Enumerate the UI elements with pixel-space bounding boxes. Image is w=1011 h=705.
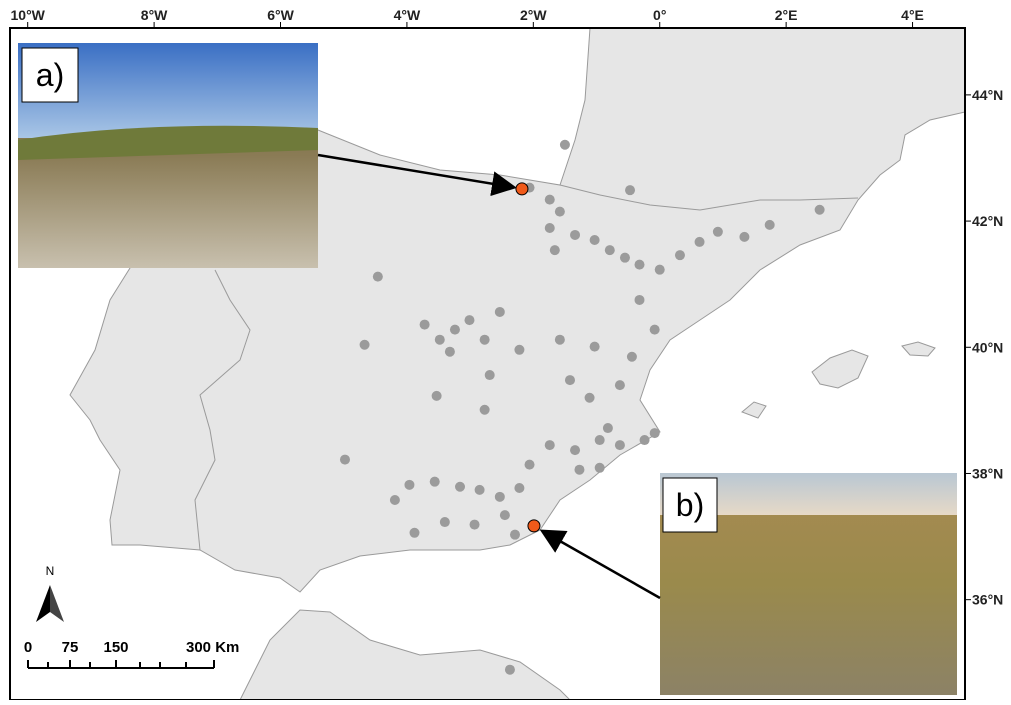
y-tick-label: 40°N xyxy=(972,339,1003,355)
occurrence-point xyxy=(603,423,613,433)
occurrence-point xyxy=(495,492,505,502)
occurrence-point xyxy=(340,455,350,465)
occurrence-point xyxy=(570,230,580,240)
occurrence-point xyxy=(514,483,524,493)
occurrence-point xyxy=(495,307,505,317)
scale-ticks xyxy=(28,660,214,668)
occurrence-point xyxy=(627,352,637,362)
land xyxy=(240,610,570,700)
occurrence-point xyxy=(595,435,605,445)
occurrence-point xyxy=(585,393,595,403)
occurrence-point xyxy=(545,195,555,205)
x-tick-label: 2°W xyxy=(520,7,547,23)
y-tick-label: 42°N xyxy=(972,213,1003,229)
x-tick-label: 2°E xyxy=(775,7,798,23)
occurrence-point xyxy=(815,205,825,215)
occurrence-point xyxy=(445,347,455,357)
occurrence-point xyxy=(514,345,524,355)
occurrence-point xyxy=(565,375,575,385)
occurrence-point xyxy=(360,340,370,350)
occurrence-point xyxy=(440,517,450,527)
occurrence-point xyxy=(650,428,660,438)
occurrence-point xyxy=(635,295,645,305)
occurrence-point xyxy=(765,220,775,230)
occurrence-point xyxy=(404,480,414,490)
occurrence-point xyxy=(635,260,645,270)
site-label: a) xyxy=(36,57,64,93)
occurrence-point xyxy=(420,320,430,330)
occurrence-point xyxy=(640,435,650,445)
occurrence-point xyxy=(470,520,480,530)
occurrence-point xyxy=(510,530,520,540)
occurrence-point xyxy=(550,245,560,255)
occurrence-point xyxy=(713,227,723,237)
occurrence-point xyxy=(695,237,705,247)
north-arrow-left xyxy=(36,585,50,622)
north-arrow-right xyxy=(50,585,64,622)
occurrence-point xyxy=(650,325,660,335)
x-tick-label: 8°W xyxy=(141,7,168,23)
island xyxy=(742,402,766,418)
occurrence-point xyxy=(435,335,445,345)
map: a) b) N 0 75 150 300 Km 10°W 8°W 6°W 4°W 2°W… xyxy=(0,0,1011,700)
occurrence-point xyxy=(675,250,685,260)
occurrence-point xyxy=(485,370,495,380)
occurrence-point xyxy=(500,510,510,520)
site-label: b) xyxy=(676,487,704,523)
x-tick-label: 0° xyxy=(653,7,666,23)
occurrence-point xyxy=(480,335,490,345)
scale-label: 150 xyxy=(103,639,128,656)
site-point xyxy=(516,183,528,195)
occurrence-point xyxy=(739,232,749,242)
occurrence-point xyxy=(545,223,555,233)
y-tick-label: 36°N xyxy=(972,592,1003,608)
occurrence-point xyxy=(390,495,400,505)
arrow xyxy=(544,532,660,598)
occurrence-point xyxy=(525,460,535,470)
occurrence-point xyxy=(450,325,460,335)
x-tick-label: 6°W xyxy=(267,7,294,23)
occurrence-point xyxy=(455,482,465,492)
x-tick-label: 4°W xyxy=(394,7,421,23)
occurrence-point xyxy=(505,665,515,675)
occurrence-point xyxy=(615,440,625,450)
x-tick-label: 10°W xyxy=(11,7,46,23)
x-tick-label: 4°E xyxy=(901,7,924,23)
occurrence-point xyxy=(432,391,442,401)
occurrence-point xyxy=(625,185,635,195)
scale-bar: 0 75 150 300 Km xyxy=(24,639,240,668)
occurrence-point xyxy=(480,405,490,415)
scale-label: 75 xyxy=(62,639,79,656)
occurrence-point xyxy=(545,440,555,450)
occurrence-point xyxy=(574,465,584,475)
site-point xyxy=(528,520,540,532)
island xyxy=(902,342,935,356)
occurrence-point xyxy=(655,265,665,275)
occurrence-point xyxy=(555,335,565,345)
occurrence-point xyxy=(410,528,420,538)
scale-label: 300 Km xyxy=(186,639,239,656)
occurrence-point xyxy=(615,380,625,390)
occurrence-point xyxy=(605,245,615,255)
y-tick-label: 44°N xyxy=(972,87,1003,103)
north-label: N xyxy=(46,564,55,578)
occurrence-point xyxy=(570,445,580,455)
occurrence-point xyxy=(373,272,383,282)
occurrence-point xyxy=(560,140,570,150)
occurrence-point xyxy=(555,207,565,217)
occurrence-point xyxy=(595,463,605,473)
occurrence-point xyxy=(464,315,474,325)
island xyxy=(812,350,868,388)
occurrence-point xyxy=(430,477,440,487)
occurrence-point xyxy=(590,235,600,245)
scale-label: 0 xyxy=(24,639,32,656)
occurrence-point xyxy=(620,253,630,263)
occurrence-point xyxy=(475,485,485,495)
north-arrow: N xyxy=(36,564,64,622)
y-tick-label: 38°N xyxy=(972,465,1003,481)
occurrence-point xyxy=(590,342,600,352)
